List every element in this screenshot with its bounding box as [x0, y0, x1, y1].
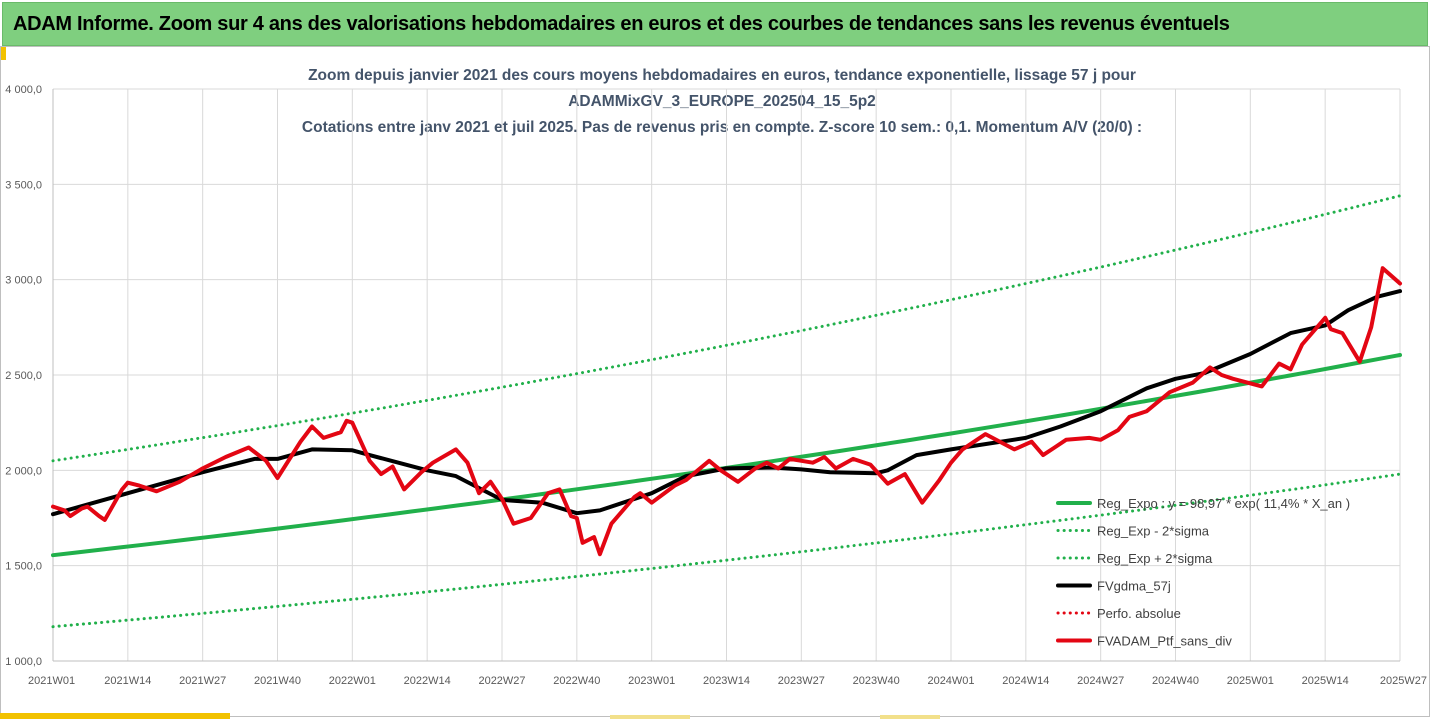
- portfolio-line: [51, 266, 1402, 557]
- report-header: ADAM Informe. Zoom sur 4 ans des valoris…: [2, 2, 1428, 46]
- x-tick-label: 2025W14: [1302, 675, 1349, 687]
- legend-label: FVADAM_Ptf_sans_div: [1097, 634, 1232, 649]
- upper-sigma-line: [51, 194, 1402, 463]
- chart-title-line-3: Cotations entre janv 2021 et juil 2025. …: [302, 119, 1142, 136]
- bottom-accent-mark-2: [880, 715, 940, 719]
- y-tick-label: 2 500,0: [5, 370, 42, 382]
- x-tick-label: 2021W14: [104, 675, 151, 687]
- y-tick-label: 2 000,0: [5, 465, 42, 477]
- x-tick-label: 2025W01: [1227, 675, 1274, 687]
- x-tick-label: 2023W27: [778, 675, 825, 687]
- x-tick-label: 2021W40: [254, 675, 301, 687]
- y-tick-label: 3 000,0: [5, 275, 42, 287]
- legend-label: Reg_Exp + 2*sigma: [1097, 551, 1213, 566]
- x-tick-label: 2021W27: [179, 675, 226, 687]
- x-tick-label: 2023W14: [703, 675, 750, 687]
- y-axis-ticks: 1 000,0 1 500,0 2 000,0 2 500,0 3 000,0 3 500…: [5, 84, 42, 668]
- y-tick-label: 1 000,0: [5, 656, 42, 668]
- legend-label: Perfo. absolue: [1097, 606, 1181, 621]
- lower-sigma-line: [51, 472, 1402, 629]
- x-tick-label: 2025W27: [1380, 675, 1427, 687]
- x-tick-label: 2023W01: [628, 675, 675, 687]
- y-tick-label: 4 000,0: [5, 84, 42, 96]
- x-tick-label: 2022W14: [404, 675, 451, 687]
- legend-label: FVgdma_57j: [1097, 579, 1171, 594]
- chart-title-line-2: ADAMMixGV_3_EUROPE_202504_15_5p2: [568, 93, 876, 110]
- x-tick-label: 2022W27: [478, 675, 525, 687]
- y-tick-label: 1 500,0: [5, 561, 42, 573]
- legend-label: Reg_Exp - 2*sigma: [1097, 524, 1210, 539]
- x-axis-ticks: 2021W01 2021W14 2021W27 2021W40 2022W01 2022W…: [28, 675, 1427, 687]
- bottom-accent-bar: [0, 713, 230, 719]
- legend-label: Reg_Expo : y = 98,97 * exp( 11,4% * X_an…: [1097, 496, 1350, 511]
- report-title: ADAM Informe. Zoom sur 4 ans des valoris…: [13, 13, 1230, 35]
- accent-mark: [0, 46, 6, 60]
- x-tick-label: 2022W01: [329, 675, 376, 687]
- y-tick-label: 3 500,0: [5, 179, 42, 191]
- series-lines: [51, 194, 1402, 629]
- x-tick-label: 2023W40: [853, 675, 900, 687]
- x-tick-label: 2024W40: [1152, 675, 1199, 687]
- chart-frame: [0, 46, 1430, 717]
- x-tick-label: 2024W14: [1002, 675, 1049, 687]
- x-tick-label: 2024W27: [1077, 675, 1124, 687]
- x-tick-label: 2024W01: [927, 675, 974, 687]
- x-tick-label: 2021W01: [28, 675, 75, 687]
- legend: Reg_Expo : y = 98,97 * exp( 11,4% * X_an…: [1056, 496, 1350, 649]
- bottom-accent-mark: [610, 715, 690, 719]
- x-tick-label: 2022W40: [553, 675, 600, 687]
- chart-title-line-1: Zoom depuis janvier 2021 des cours moyen…: [308, 67, 1136, 84]
